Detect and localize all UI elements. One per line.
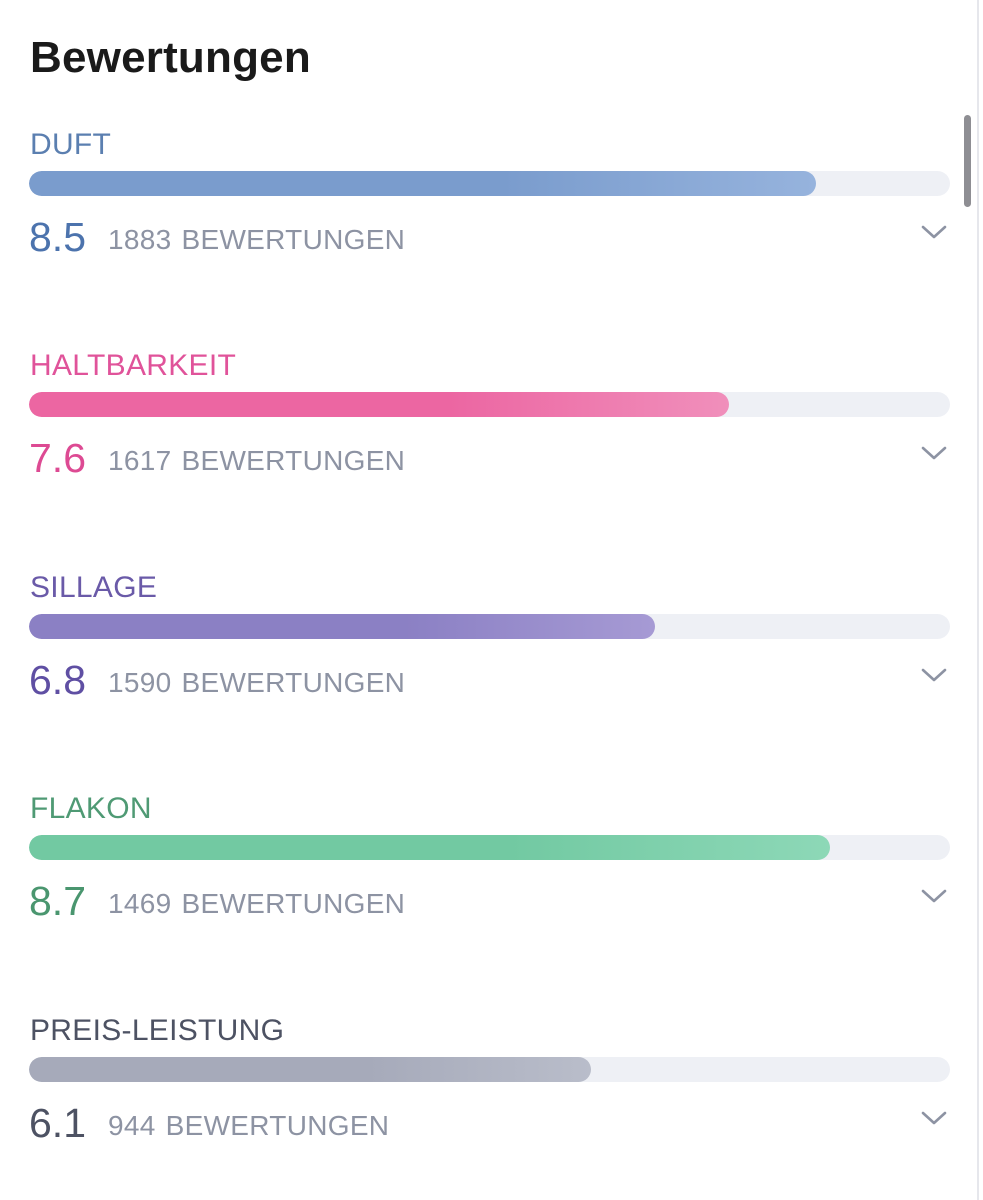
rating-bar-fill: [29, 392, 729, 417]
chevron-down-icon[interactable]: [919, 217, 949, 247]
rating-count-label: BEWERTUNGEN: [181, 888, 406, 919]
rating-bar-track: [29, 1057, 950, 1082]
rating-label: HALTBARKEIT: [30, 349, 237, 382]
rating-count-label: BEWERTUNGEN: [181, 445, 406, 476]
rating-count-label: BEWERTUNGEN: [165, 1110, 390, 1141]
rating-bar-track: [29, 835, 950, 860]
rating-score: 8.7: [29, 878, 86, 924]
rating-label: DUFT: [30, 128, 112, 161]
rating-bar-fill: [29, 835, 831, 860]
rating-score: 6.1: [29, 1100, 86, 1146]
rating-bar-fill: [29, 1057, 591, 1082]
rating-count-number: 944: [108, 1110, 156, 1141]
rating-label: PREIS-LEISTUNG: [30, 1014, 285, 1047]
rating-count-number: 1617: [108, 445, 172, 476]
rating-count: 944 BEWERTUNGEN: [108, 1109, 389, 1143]
chevron-down-icon[interactable]: [919, 1103, 949, 1133]
rating-bar-track: [29, 614, 950, 639]
rating-count: 1617 BEWERTUNGEN: [108, 444, 405, 478]
rating-label: SILLAGE: [30, 571, 158, 604]
rating-label: FLAKON: [30, 792, 152, 825]
page-title: Bewertungen: [30, 33, 311, 82]
rating-row-preis-leistung[interactable]: PREIS-LEISTUNG 6.1 944 BEWERTUNGEN: [29, 1013, 951, 1153]
rating-count-label: BEWERTUNGEN: [181, 667, 406, 698]
rating-score: 6.8: [29, 657, 86, 703]
rating-count: 1883 BEWERTUNGEN: [108, 223, 405, 257]
rating-row-duft[interactable]: DUFT 8.5 1883 BEWERTUNGEN: [29, 127, 951, 267]
rating-count-number: 1469: [108, 888, 172, 919]
chevron-down-icon[interactable]: [919, 438, 949, 468]
rating-count-label: BEWERTUNGEN: [181, 224, 406, 255]
scrollbar[interactable]: [964, 115, 971, 207]
rating-count-number: 1883: [108, 224, 172, 255]
rating-count: 1590 BEWERTUNGEN: [108, 666, 405, 700]
rating-bar-fill: [29, 171, 817, 196]
rating-score: 8.5: [29, 214, 86, 260]
rating-bar-fill: [29, 614, 656, 639]
rating-count-number: 1590: [108, 667, 172, 698]
rating-row-haltbarkeit[interactable]: HALTBARKEIT 7.6 1617 BEWERTUNGEN: [29, 348, 951, 488]
rating-row-sillage[interactable]: SILLAGE 6.8 1590 BEWERTUNGEN: [29, 570, 951, 710]
rating-count: 1469 BEWERTUNGEN: [108, 887, 405, 921]
chevron-down-icon[interactable]: [919, 660, 949, 690]
rating-bar-track: [29, 392, 950, 417]
rating-bar-track: [29, 171, 950, 196]
chevron-down-icon[interactable]: [919, 881, 949, 911]
rating-score: 7.6: [29, 435, 86, 481]
rating-row-flakon[interactable]: FLAKON 8.7 1469 BEWERTUNGEN: [29, 791, 951, 931]
